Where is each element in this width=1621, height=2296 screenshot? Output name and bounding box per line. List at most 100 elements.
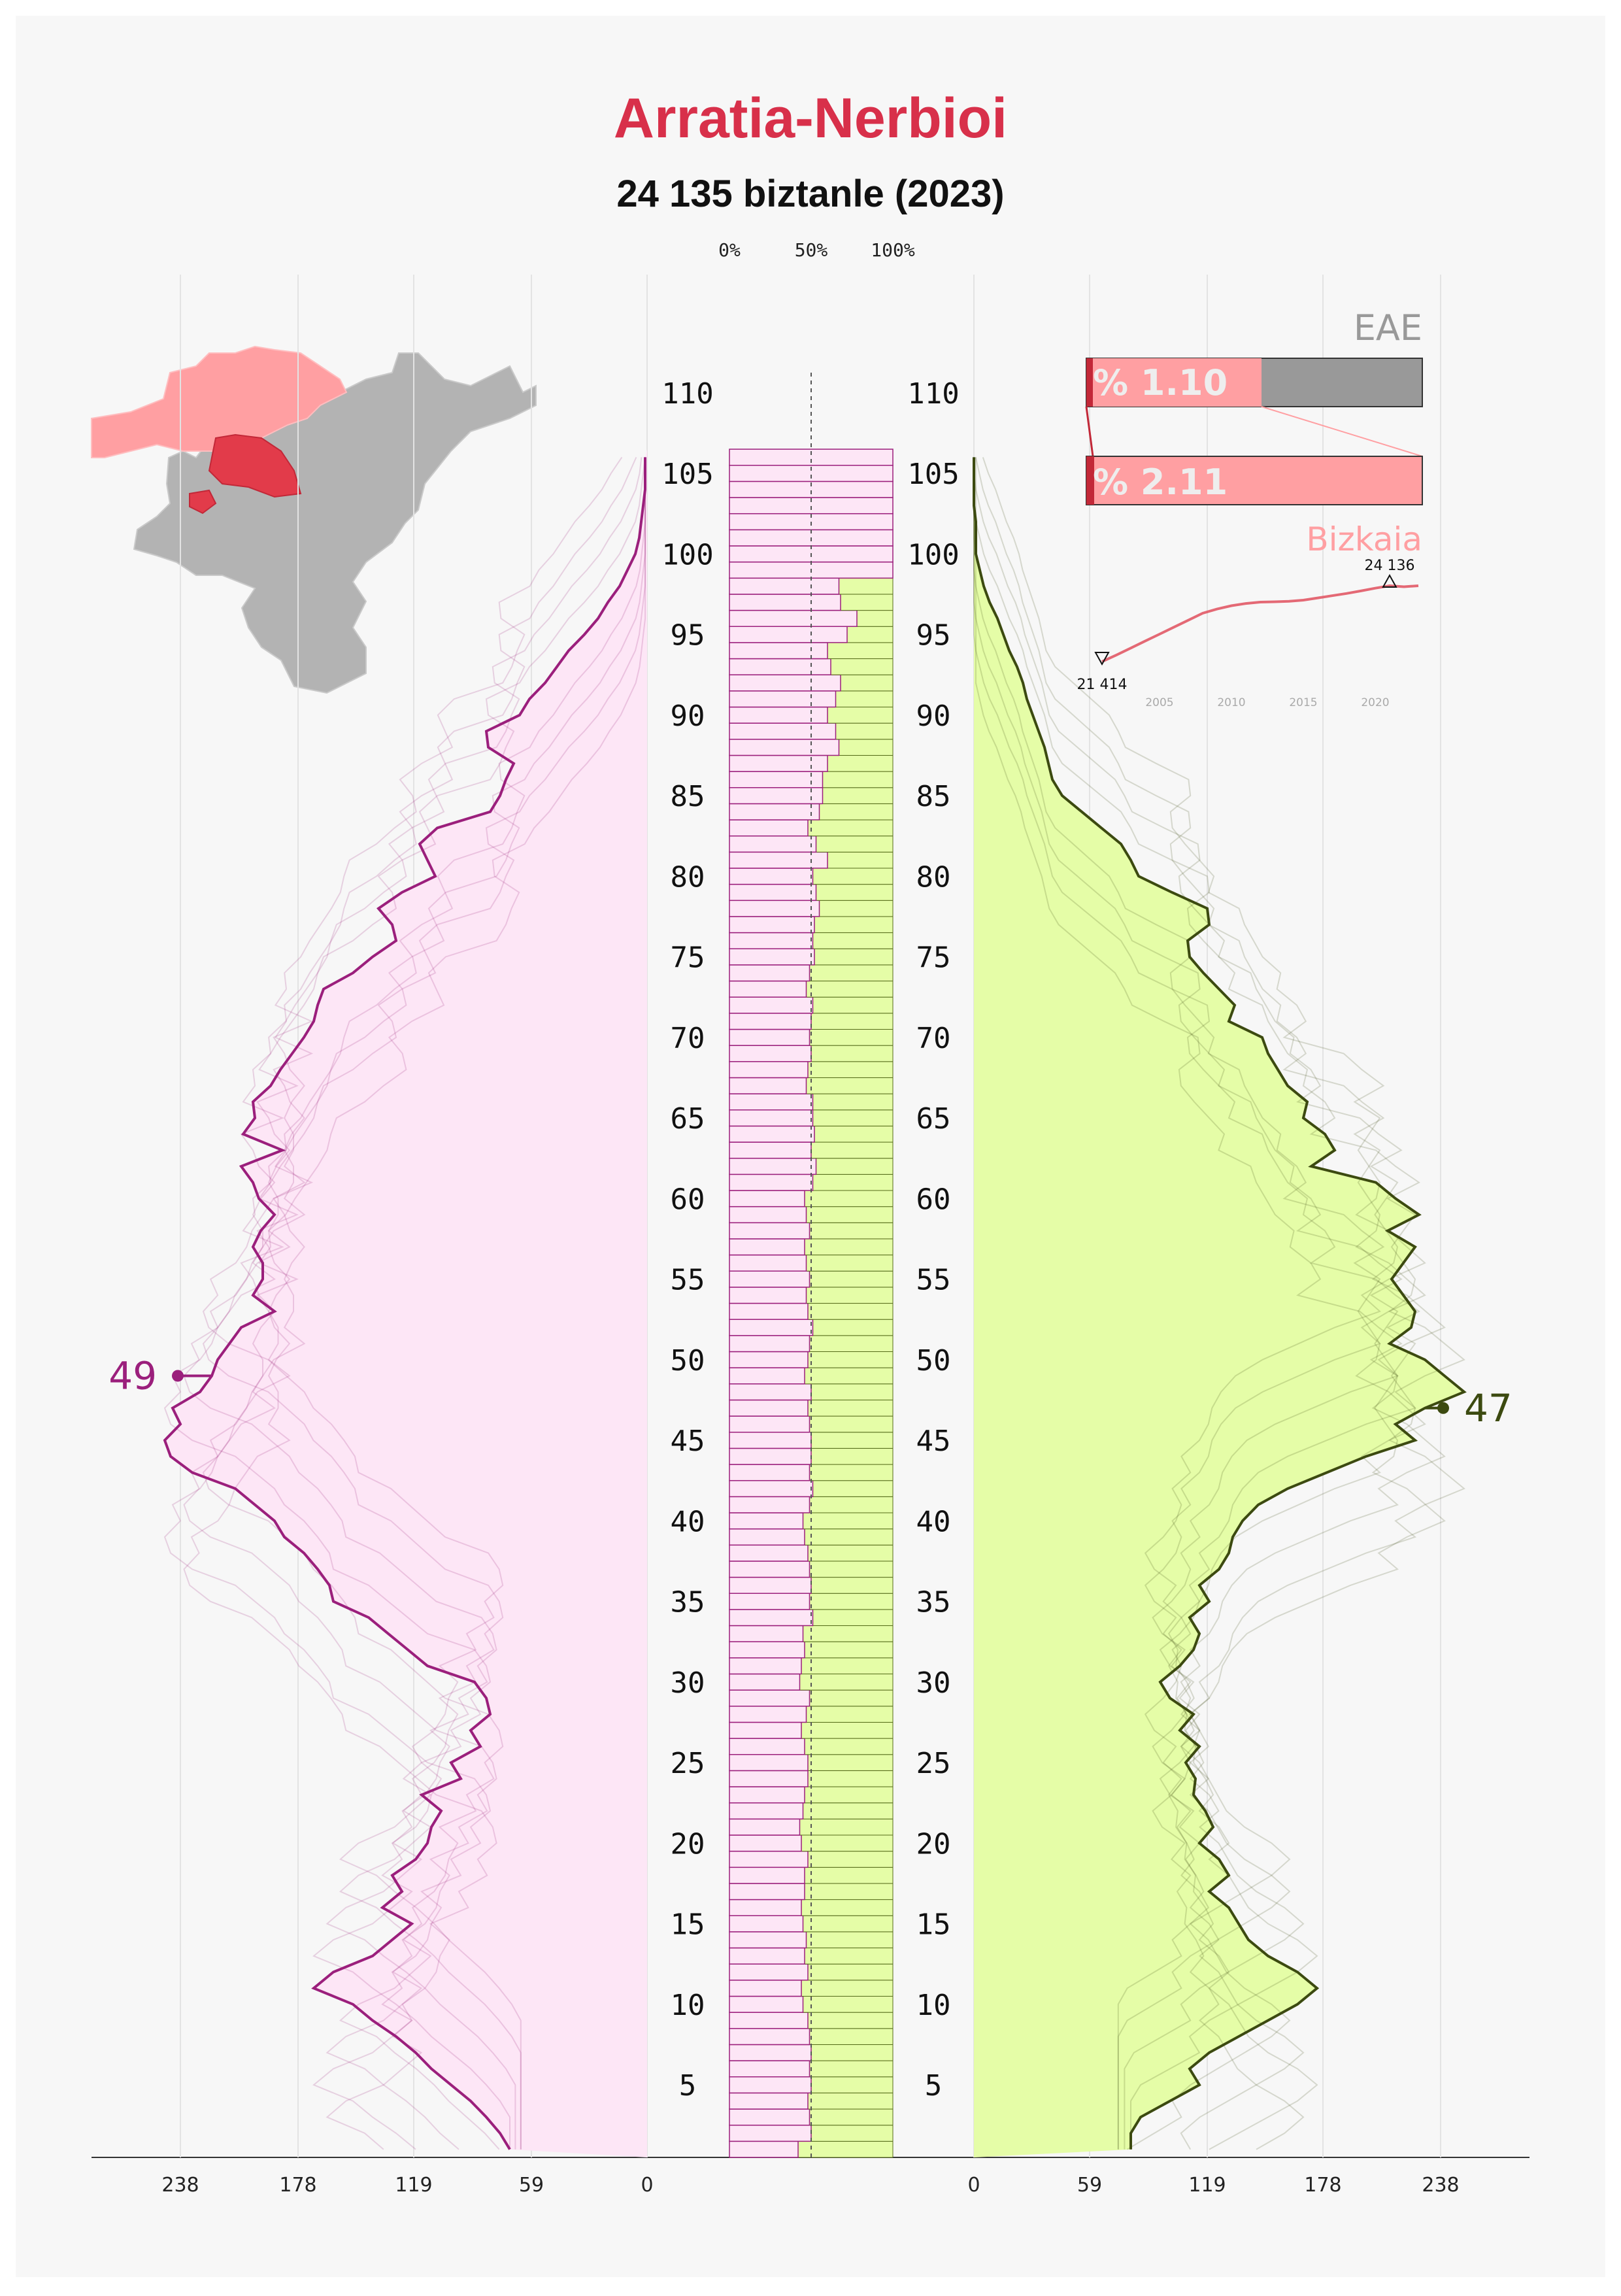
trend-end-label: 24 136	[1365, 558, 1415, 574]
female-share-bar	[729, 577, 840, 595]
male-share-bar	[806, 1706, 894, 1723]
female-area	[165, 449, 647, 2157]
trend-min-marker	[1094, 652, 1110, 666]
male-share-bar	[804, 1528, 894, 1545]
eae-label: EAE	[1354, 307, 1422, 348]
male-share-bar	[807, 2092, 894, 2110]
trend-start-label: 21 414	[1077, 677, 1128, 693]
male-share-bar	[807, 1351, 894, 1368]
trend-max-marker	[1382, 573, 1397, 588]
female-share-bar	[729, 609, 858, 627]
age-callouts: 49 47	[109, 1353, 1512, 1430]
x-tick-label-left: 59	[519, 2174, 544, 2197]
female-share-bar	[729, 883, 817, 902]
male-share-bar	[809, 1270, 894, 1288]
female-share-bar	[729, 690, 837, 708]
male-share-bar	[806, 1931, 894, 1949]
male-share-bar	[807, 1061, 894, 1078]
female-share-bar	[729, 1093, 814, 1111]
male-share-bar	[814, 1125, 894, 1143]
female-historical-line	[183, 457, 646, 2150]
female-share-bar	[729, 1222, 811, 1240]
population-share-inset: EAE % 1.10 % 2.11 Bizkaia	[1085, 307, 1423, 558]
female-share-bar	[729, 1689, 811, 1707]
male-share-bar	[803, 1802, 894, 1819]
female-share-bar	[729, 1561, 811, 1578]
male-share-bar	[809, 2060, 894, 2078]
female-share-bar	[729, 964, 811, 982]
female-share-bar	[729, 803, 820, 820]
female-share-bar	[729, 1238, 805, 1256]
female-share-bar	[729, 1754, 809, 1772]
age-label-right: 25	[916, 1747, 951, 1780]
female-share-bar	[729, 1706, 807, 1723]
male-share-bar	[809, 1689, 894, 1707]
age-label-left: 30	[671, 1666, 705, 1700]
male-share-bar	[807, 1851, 894, 1868]
age-label-right: 95	[916, 619, 951, 652]
female-share-bar	[729, 1625, 804, 1642]
age-label-right: 85	[916, 780, 951, 813]
male-pyramid	[973, 449, 1467, 2157]
female-share-bar	[729, 1528, 805, 1546]
female-share-bar	[729, 1593, 811, 1610]
female-share-bar	[729, 594, 841, 611]
female-share-bar	[729, 1544, 809, 1562]
age-label-left: 85	[671, 780, 705, 813]
female-historical-line	[202, 456, 637, 2150]
male-share-bar	[827, 707, 894, 724]
age-label-left: 75	[671, 941, 705, 975]
female-share-bar	[729, 1738, 805, 1755]
female-line-2023	[163, 457, 646, 2150]
age-label-right: 105	[907, 458, 959, 491]
male-share-bar	[856, 610, 894, 627]
male-share-bar	[803, 1996, 894, 2013]
age-label-left: 70	[671, 1022, 705, 1055]
male-share-bar	[812, 1109, 894, 1126]
female-share-bar	[729, 948, 815, 966]
female-share-bar	[729, 1335, 811, 1353]
age-label-left: 55	[671, 1264, 705, 1297]
female-share-bar	[729, 868, 814, 885]
female-share-bar	[729, 900, 820, 917]
age-label-left: 5	[679, 2069, 697, 2102]
male-share-bar	[807, 1544, 894, 1562]
male-share-bar	[811, 1013, 894, 1030]
connector-line-left	[1085, 406, 1094, 457]
age-label-left: 95	[671, 619, 705, 652]
male-share-bar	[804, 1190, 894, 1207]
male-share-bar	[839, 739, 894, 756]
female-share-bar	[729, 1383, 812, 1401]
female-share-bar	[729, 2076, 812, 2094]
male-share-bar	[819, 900, 894, 917]
male-historical-line	[975, 457, 1446, 2150]
eae-bar-region-mark	[1086, 358, 1093, 407]
male-share-bar	[797, 2140, 894, 2158]
male-callout-label: 47	[1464, 1386, 1512, 1430]
share-bars: 0% 50% 100%	[718, 239, 915, 2158]
male-share-bar	[809, 2028, 894, 2045]
male-share-bar	[830, 658, 894, 675]
female-share-bar	[729, 996, 814, 1014]
female-share-bar	[729, 754, 828, 772]
male-historical-line	[982, 457, 1426, 2150]
female-share-bar	[729, 1432, 812, 1449]
age-label-right: 5	[925, 2069, 943, 2102]
male-share-bar	[809, 964, 894, 982]
male-share-bar	[809, 1496, 894, 1513]
female-share-bar	[729, 1931, 807, 1949]
female-share-bar	[729, 1512, 804, 1530]
x-tick-label-right: 178	[1304, 2174, 1341, 2197]
male-share-bar	[804, 1738, 894, 1755]
female-share-bar	[729, 819, 809, 837]
x-tick-label-right: 119	[1188, 2174, 1226, 2197]
male-historical-line	[973, 457, 1465, 2150]
male-area	[974, 449, 1464, 2157]
age-label-left: 50	[671, 1344, 705, 1377]
male-share-bar	[809, 1593, 894, 1610]
eae-percent-label: % 1.10	[1093, 362, 1228, 403]
female-share-bar	[729, 1399, 809, 1417]
male-share-bar	[807, 2012, 894, 2029]
